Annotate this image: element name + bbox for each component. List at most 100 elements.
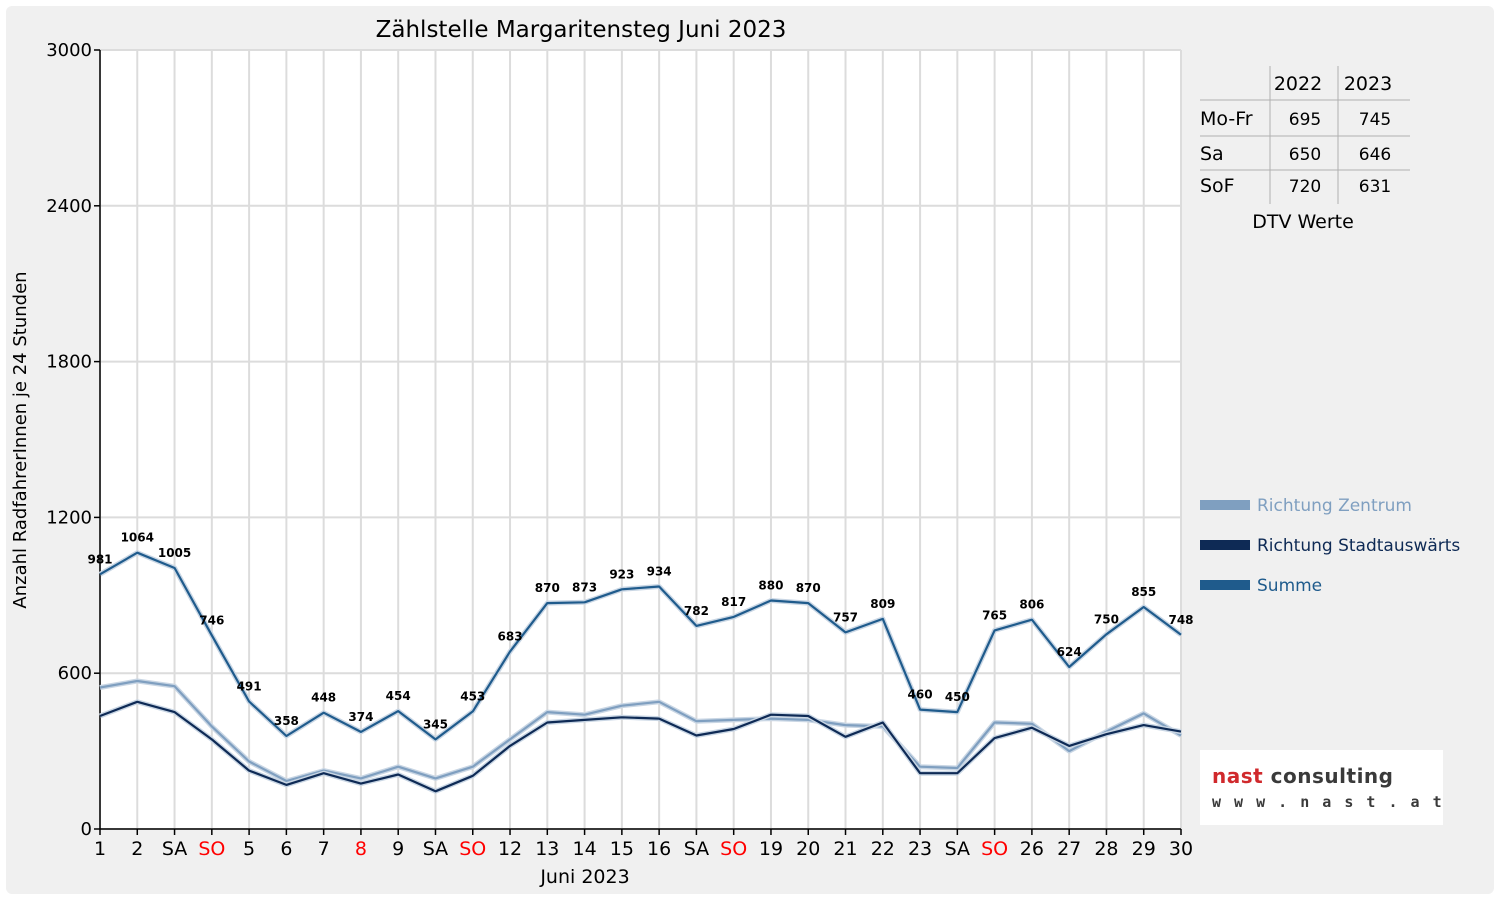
data-label: 757: [833, 610, 858, 624]
data-label: 782: [684, 604, 709, 618]
x-tick-label: 14: [572, 838, 596, 860]
data-label: 683: [498, 630, 523, 644]
data-label: 817: [721, 595, 746, 609]
data-label: 870: [796, 581, 821, 595]
legend-item-summe: Summe: [1200, 576, 1322, 596]
x-tick-label: 5: [243, 838, 255, 860]
x-tick-label: 16: [647, 838, 671, 860]
x-tick-label: SA: [945, 838, 970, 860]
data-label: 981: [87, 552, 112, 566]
x-tick-label: 13: [535, 838, 559, 860]
x-tick-label: SO: [720, 838, 747, 860]
logo-word-nast: nast: [1212, 764, 1264, 788]
chart-title: Zählstelle Margaritensteg Juni 2023: [376, 17, 787, 43]
data-label: 1005: [158, 546, 191, 560]
data-label: 491: [237, 680, 262, 694]
x-tick-label: 27: [1057, 838, 1081, 860]
y-tick-label: 600: [58, 663, 92, 684]
legend-item-zentrum: Richtung Zentrum: [1200, 496, 1412, 516]
dtv-cell: 650: [1289, 145, 1321, 165]
x-tick-label: 2: [131, 838, 143, 860]
data-label: 934: [647, 564, 672, 578]
dtv-table: 2022 2023 Mo-Fr 695 745 Sa 650 646 SoF 7…: [1200, 66, 1410, 233]
data-label: 453: [460, 689, 485, 703]
x-tick-label: 12: [498, 838, 522, 860]
y-tick-label: 0: [81, 819, 92, 840]
dtv-cell: 646: [1359, 145, 1391, 165]
data-label: 748: [1168, 613, 1193, 627]
series-line: [99, 551, 1182, 741]
legend-swatch: [1200, 540, 1250, 550]
data-label: 806: [1019, 598, 1044, 612]
x-tick-label: 21: [833, 838, 857, 860]
dtv-cell: 745: [1359, 110, 1391, 130]
y-tick-label: 2400: [46, 196, 92, 217]
dtv-cell: 695: [1289, 110, 1321, 130]
data-label: 765: [982, 608, 1007, 622]
x-tick-label: SA: [162, 838, 187, 860]
dtv-row-label: Mo-Fr: [1200, 108, 1253, 130]
data-label: 448: [311, 691, 336, 705]
plot-area: [100, 50, 1181, 829]
x-tick-label: 9: [392, 838, 404, 860]
y-tick-label: 1200: [46, 507, 92, 528]
x-tick-label: 15: [610, 838, 634, 860]
x-tick-label: 20: [796, 838, 820, 860]
dtv-cell: 720: [1289, 177, 1321, 197]
legend: Richtung Zentrum Richtung Stadtauswärts …: [1200, 496, 1460, 596]
x-tick-label: SA: [684, 838, 709, 860]
data-label: 450: [945, 690, 970, 704]
data-label: 809: [870, 597, 895, 611]
legend-label: Richtung Zentrum: [1257, 496, 1412, 516]
x-tick-label: 26: [1020, 838, 1044, 860]
y-axis-label: Anzahl RadfahrerInnen je 24 Stunden: [10, 271, 31, 608]
data-label: 460: [908, 688, 933, 702]
y-tick-label: 3000: [46, 40, 92, 61]
data-label: 870: [535, 581, 560, 595]
legend-label: Richtung Stadtauswärts: [1257, 536, 1460, 556]
dtv-col-2023: 2023: [1344, 73, 1392, 95]
dtv-row-label: SoF: [1200, 175, 1235, 197]
x-tick-label: 7: [318, 838, 330, 860]
dtv-row-label: Sa: [1200, 143, 1224, 165]
logo-url: w w w . n a s t . a t: [1212, 793, 1444, 811]
x-axis-label: Juni 2023: [539, 866, 629, 888]
x-tick-label: SO: [981, 838, 1008, 860]
data-label: 454: [386, 689, 411, 703]
data-label: 345: [423, 717, 448, 731]
legend-item-stadtauswaerts: Richtung Stadtauswärts: [1200, 536, 1460, 556]
data-label: 374: [348, 710, 373, 724]
data-labels: 981 1064 1005 746 491 358 448 374 454 345 453 683 87…: [87, 531, 1193, 732]
y-tick-label: 1800: [46, 352, 92, 373]
x-tick-label: SO: [459, 838, 486, 860]
dtv-caption: DTV Werte: [1252, 211, 1354, 233]
data-label: 873: [572, 580, 597, 594]
legend-label: Summe: [1257, 576, 1322, 596]
x-tick-label: SO: [198, 838, 225, 860]
data-label: 746: [199, 613, 224, 627]
dtv-cell: 631: [1359, 177, 1391, 197]
x-tick-label: 1: [94, 838, 106, 860]
series-lines: [98, 550, 1183, 794]
logo-word-consulting: consulting: [1270, 764, 1394, 788]
data-label: 624: [1057, 645, 1082, 659]
data-label: 880: [758, 578, 783, 592]
logo-wordmark: nast consulting: [1212, 764, 1393, 788]
data-label: 923: [609, 567, 634, 581]
x-tick-label: 28: [1094, 838, 1118, 860]
x-tick-label: 29: [1132, 838, 1156, 860]
series-line: [99, 679, 1182, 783]
x-tick-label: 6: [280, 838, 292, 860]
x-tick-label: 19: [759, 838, 783, 860]
legend-swatch: [1200, 500, 1250, 510]
x-tick-label: 8: [355, 838, 367, 860]
legend-swatch: [1200, 580, 1250, 590]
data-label: 1064: [121, 531, 154, 545]
x-tick-label: 30: [1169, 838, 1193, 860]
data-label: 358: [274, 714, 299, 728]
data-label: 855: [1131, 585, 1156, 599]
company-logo: nast consulting w w w . n a s t . a t: [1200, 750, 1443, 825]
